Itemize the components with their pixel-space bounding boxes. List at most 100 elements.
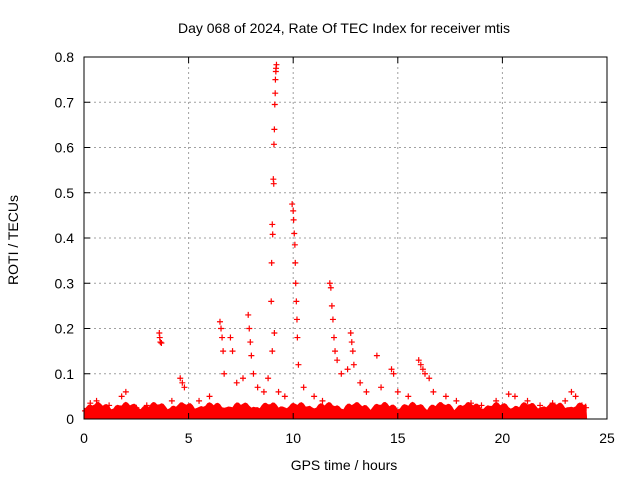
data-point xyxy=(294,334,301,341)
y-tick-label: 0.3 xyxy=(55,275,75,291)
data-point xyxy=(168,397,175,404)
data-point xyxy=(350,361,357,368)
data-point xyxy=(390,370,397,377)
data-point xyxy=(524,397,531,404)
data-point xyxy=(327,284,334,291)
y-tick-label: 0.5 xyxy=(55,185,75,201)
data-point xyxy=(293,298,300,305)
data-point xyxy=(221,370,228,377)
data-point xyxy=(229,348,236,355)
data-point xyxy=(143,402,150,409)
chart-title: Day 068 of 2024, Rate Of TEC Index for r… xyxy=(178,20,510,36)
y-tick-label: 0.6 xyxy=(55,140,75,156)
data-point xyxy=(157,339,164,346)
data-point xyxy=(330,334,337,341)
data-point xyxy=(82,407,89,414)
data-point xyxy=(326,280,333,287)
data-point xyxy=(290,207,297,214)
data-point xyxy=(426,375,433,382)
data-point xyxy=(177,375,184,382)
data-point xyxy=(227,334,234,341)
data-point xyxy=(468,400,475,407)
data-point xyxy=(417,361,424,368)
data-point xyxy=(239,375,246,382)
data-point xyxy=(334,357,341,364)
data-point xyxy=(289,201,296,208)
data-point xyxy=(265,375,272,382)
data-point xyxy=(357,379,364,386)
data-point xyxy=(269,348,276,355)
data-point xyxy=(250,370,257,377)
x-tick-label: 15 xyxy=(390,430,406,446)
data-point xyxy=(271,330,278,337)
data-point xyxy=(270,141,277,148)
data-point xyxy=(106,402,113,409)
data-point xyxy=(156,334,163,341)
data-point xyxy=(273,61,280,68)
data-point xyxy=(216,318,223,325)
x-tick-label: 0 xyxy=(80,430,88,446)
data-point xyxy=(245,311,252,318)
data-point xyxy=(272,90,279,97)
background-scatter-band xyxy=(84,401,588,419)
data-point xyxy=(562,397,569,404)
data-point xyxy=(158,339,165,346)
data-point xyxy=(549,400,556,407)
y-tick-label: 0.4 xyxy=(55,230,75,246)
data-point xyxy=(349,348,356,355)
data-point xyxy=(328,302,335,309)
data-point xyxy=(93,397,100,404)
data-point xyxy=(269,221,276,228)
data-point xyxy=(419,366,426,373)
data-point xyxy=(344,366,351,373)
dense-roti-band xyxy=(84,401,588,419)
x-tick-label: 25 xyxy=(599,430,615,446)
data-point xyxy=(568,388,575,395)
data-point xyxy=(292,259,299,266)
data-point xyxy=(405,393,412,400)
data-point xyxy=(233,379,240,386)
data-point xyxy=(373,352,380,359)
data-point xyxy=(218,325,225,332)
y-tick-label: 0.7 xyxy=(55,94,75,110)
y-tick-label: 0.2 xyxy=(55,321,75,337)
data-point xyxy=(271,101,278,108)
data-point xyxy=(247,339,254,346)
data-point xyxy=(269,231,276,238)
data-point xyxy=(378,384,385,391)
data-point xyxy=(268,259,275,266)
x-axis-label: GPS time / hours xyxy=(291,457,398,473)
data-point xyxy=(311,393,318,400)
data-point xyxy=(272,76,279,83)
data-point xyxy=(442,393,449,400)
data-point xyxy=(453,397,460,404)
data-point xyxy=(415,357,422,364)
data-point xyxy=(281,393,288,400)
y-tick-label: 0 xyxy=(66,411,74,427)
x-tick-label: 10 xyxy=(285,430,301,446)
y-tick-label: 0.8 xyxy=(55,49,75,65)
data-point xyxy=(290,216,297,223)
data-point xyxy=(291,241,298,248)
y-tick-label: 0.1 xyxy=(55,366,75,382)
data-point xyxy=(300,384,307,391)
data-point xyxy=(292,280,299,287)
data-point xyxy=(348,339,355,346)
data-point xyxy=(293,316,300,323)
data-point xyxy=(196,397,203,404)
data-point xyxy=(363,388,370,395)
data-point xyxy=(319,397,326,404)
data-point xyxy=(220,348,227,355)
data-point xyxy=(505,391,512,398)
data-point xyxy=(248,352,255,359)
data-point xyxy=(87,400,94,407)
data-point xyxy=(295,361,302,368)
data-point xyxy=(270,180,277,187)
data-point xyxy=(133,404,140,411)
data-point xyxy=(219,334,226,341)
data-point xyxy=(118,393,125,400)
data-point xyxy=(583,404,590,411)
data-point xyxy=(421,370,428,377)
data-point xyxy=(268,298,275,305)
data-point xyxy=(347,330,354,337)
